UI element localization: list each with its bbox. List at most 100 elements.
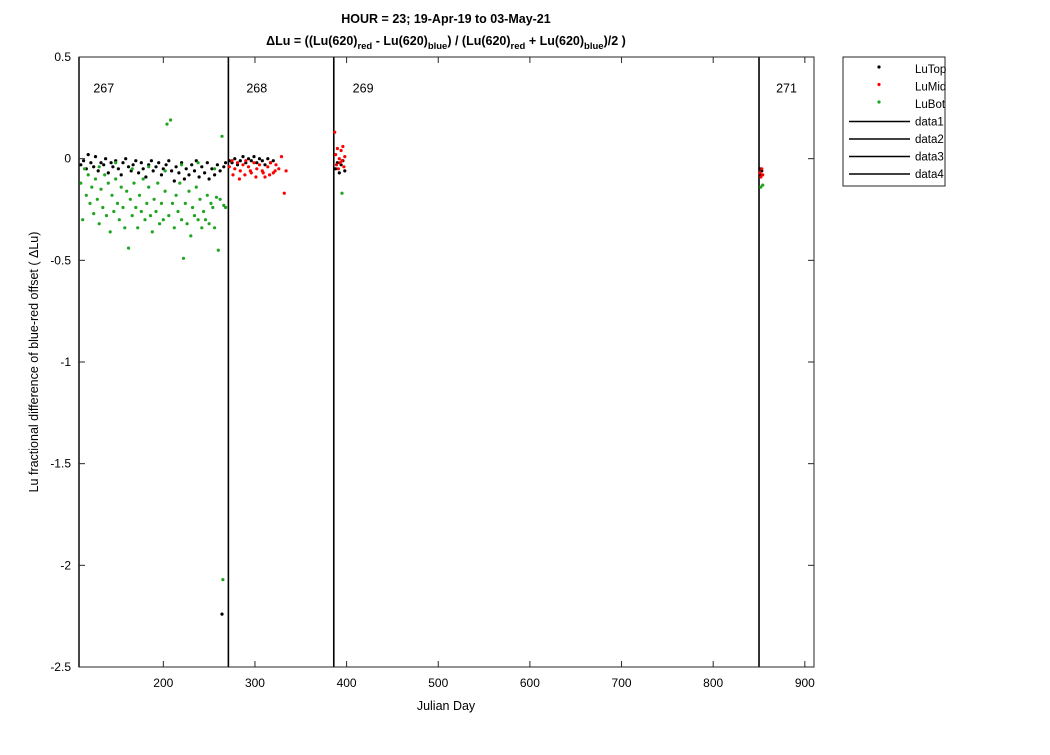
legend-label: data3 — [915, 152, 944, 164]
data-point-lubot — [99, 187, 103, 191]
legend: LuTop LuMid LuBot data1 data2 data3 data4 — [842, 56, 946, 187]
data-point-lutop — [161, 167, 165, 171]
data-point-lumid — [333, 130, 337, 134]
data-point-lubot — [126, 246, 131, 250]
data-point-lumid — [761, 173, 765, 177]
deployment-labels: 267 268 269 271 — [93, 82, 797, 96]
data-point-lutop — [207, 177, 211, 181]
data-point-lumid — [230, 159, 234, 163]
data-point-lutop — [124, 157, 128, 161]
data-point-lubot — [224, 205, 228, 210]
data-point-lutop — [241, 155, 245, 159]
data-point-lutop — [126, 165, 131, 169]
data-point-lumid — [254, 175, 258, 179]
data-point-lutop — [205, 161, 209, 165]
data-point-lumid — [340, 159, 344, 163]
data-point-lubot — [104, 214, 109, 218]
data-point-lutop — [257, 157, 262, 161]
data-point-lubot — [161, 218, 165, 222]
legend-label: LuTop — [915, 64, 946, 76]
data-point-lubot — [158, 222, 162, 226]
data-point-lubot — [181, 256, 186, 260]
x-tick-label: 400 — [337, 676, 357, 690]
legend-label: LuMid — [915, 82, 946, 94]
data-point-lutop — [134, 159, 138, 163]
data-point-lubot — [143, 218, 147, 222]
data-point-lumid — [282, 191, 286, 195]
data-point-lumid — [335, 146, 339, 151]
data-point-lutop — [227, 159, 231, 163]
data-point-lubot — [196, 161, 200, 165]
series-layer — [79, 118, 765, 616]
data-point-lumid — [244, 159, 248, 163]
data-point-lutop — [109, 161, 113, 165]
deployment-label: 268 — [246, 82, 267, 96]
data-point-lubot — [121, 205, 125, 210]
data-point-lutop — [200, 165, 204, 169]
data-point-lutop — [174, 165, 178, 169]
series-lumid — [227, 130, 765, 195]
deployment-label: 271 — [776, 82, 797, 96]
y-tick-label: -1 — [60, 355, 71, 369]
data-point-lutop — [102, 163, 106, 167]
legend-label: data1 — [915, 117, 944, 129]
data-point-lumid — [277, 167, 281, 171]
data-point-lumid — [279, 155, 284, 159]
data-point-lutop — [192, 169, 197, 173]
data-point-lubot — [114, 161, 118, 165]
chart-title: HOUR = 23; 19-Apr-19 to 03-May-21 — [341, 12, 550, 26]
data-point-lubot — [147, 165, 151, 169]
data-point-lumid — [233, 167, 237, 171]
data-point-lubot — [203, 218, 208, 222]
data-point-lumid — [341, 144, 345, 149]
data-point-lumid — [227, 165, 231, 169]
data-point-lubot — [172, 226, 176, 230]
data-point-lubot — [156, 181, 160, 185]
x-tick-label: 200 — [153, 676, 173, 690]
data-point-lutop — [224, 161, 228, 165]
data-point-lubot — [213, 226, 217, 230]
data-point-lubot — [176, 209, 180, 214]
x-tick-label: 500 — [428, 676, 448, 690]
data-point-lumid — [334, 163, 339, 167]
data-point-lubot — [82, 167, 87, 171]
y-tick-label: -2 — [60, 558, 71, 572]
data-point-lubot — [340, 191, 344, 195]
data-point-lumid — [235, 161, 240, 165]
data-point-lutop — [210, 167, 214, 171]
data-point-lutop — [104, 157, 108, 161]
data-point-lubot — [147, 185, 151, 189]
plot-area — [79, 57, 814, 667]
data-point-lubot — [132, 181, 136, 185]
subtitle-text: ) / (Lu(620) — [447, 34, 510, 48]
legend-marker-lubot — [877, 100, 881, 104]
data-point-lutop — [164, 163, 168, 167]
data-point-lumid — [252, 161, 256, 165]
x-tick-label: 800 — [703, 676, 723, 690]
subtitle-subscript: red — [357, 41, 372, 52]
data-point-lubot — [130, 214, 134, 218]
subtitle-subscript: blue — [584, 41, 604, 52]
data-point-lubot — [214, 195, 219, 199]
data-point-lubot — [117, 218, 121, 222]
data-point-lutop — [137, 171, 141, 175]
data-point-lubot — [178, 181, 182, 185]
data-point-lutop — [154, 165, 158, 169]
deployment-label: 269 — [353, 82, 374, 96]
data-point-lubot — [213, 167, 217, 171]
chart-subtitle: ΔLu = ((Lu(620)red - Lu(620)blue) / (Lu(… — [266, 34, 626, 52]
data-point-lutop — [266, 157, 270, 161]
data-point-lubot — [163, 169, 167, 173]
data-point-lumid — [758, 171, 762, 175]
legend-marker-lumid — [877, 82, 881, 87]
data-point-lutop — [215, 163, 219, 167]
data-point-lutop — [260, 159, 264, 163]
y-tick-label: 0.5 — [54, 50, 71, 64]
x-axis-label: Julian Day — [417, 699, 476, 713]
x-tick-label: 900 — [795, 676, 815, 690]
data-point-lubot — [159, 201, 164, 205]
data-point-lutop — [121, 161, 125, 165]
data-point-lutop — [93, 155, 98, 159]
data-point-lubot — [130, 167, 134, 171]
